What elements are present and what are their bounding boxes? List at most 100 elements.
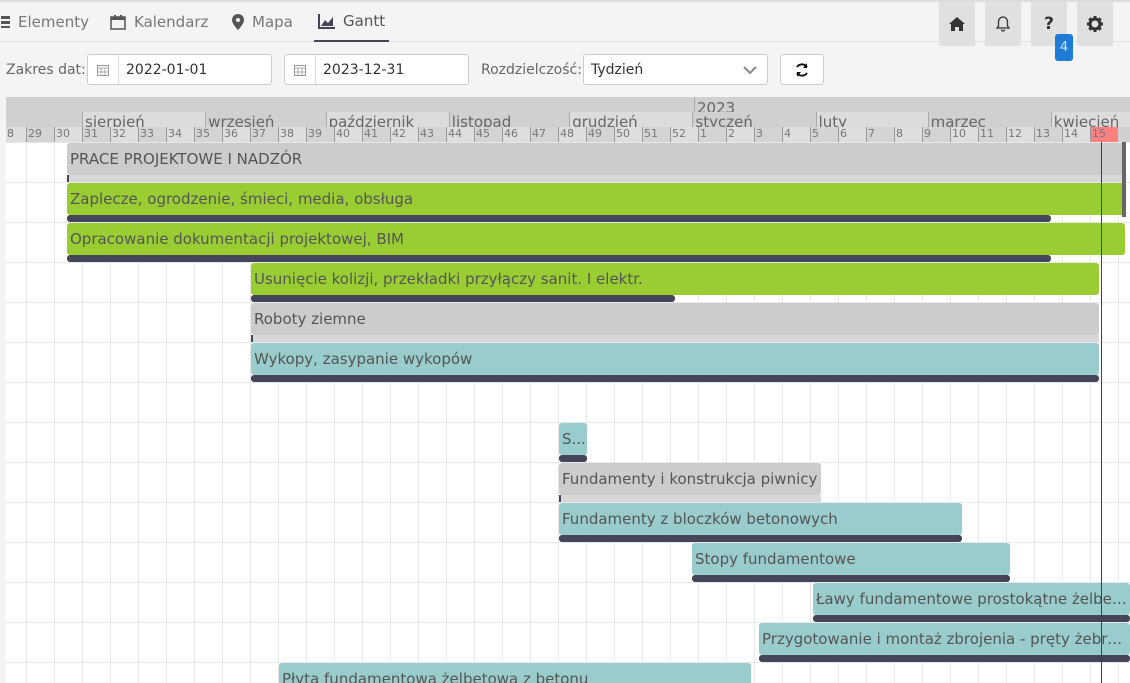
calendar-icon — [97, 64, 109, 76]
task-progress-bar — [67, 175, 69, 182]
week-label: 36 — [222, 127, 250, 142]
week-label: 3 — [754, 127, 782, 142]
week-label: 45 — [474, 127, 502, 142]
week-label: 42 — [390, 127, 418, 142]
week-label: 9 — [922, 127, 950, 142]
week-label: 31 — [82, 127, 110, 142]
top-border — [0, 0, 1130, 2]
week-label: 38 — [278, 127, 306, 142]
calendar-icon — [110, 14, 126, 30]
task-bar[interactable]: PRACE PROJEKTOWE I NADZÓR — [67, 143, 1125, 175]
notifications-button[interactable] — [985, 2, 1021, 46]
gantt-chart: 2023 sierpień wrzesień październik listopad g… — [6, 97, 1130, 683]
month-label: sierpień — [82, 112, 206, 127]
week-label: 7 — [866, 127, 894, 142]
task-bar[interactable]: Fundamenty z bloczków betonowych — [559, 503, 962, 535]
week-label: 32 — [110, 127, 138, 142]
task-progress-track — [561, 495, 821, 502]
month-label: luty — [815, 112, 928, 127]
tab-kalendarz[interactable]: Kalendarz — [110, 2, 208, 42]
gear-icon — [1087, 16, 1103, 32]
task-bar[interactable]: S... — [559, 423, 587, 455]
task-bar[interactable]: Fundamenty i konstrukcja piwnicy — [559, 463, 821, 495]
week-label: 29 — [26, 127, 54, 142]
today-line — [1101, 142, 1102, 683]
task-bar[interactable]: Stopy fundamentowe — [692, 543, 1010, 575]
resolution-select[interactable]: Tydzień — [583, 54, 768, 85]
task-progress-bar — [559, 495, 561, 502]
chart-icon — [318, 13, 335, 29]
map-marker-icon — [232, 14, 244, 30]
calendar-icon — [294, 64, 306, 76]
task-bar[interactable]: Roboty ziemne — [251, 303, 1099, 335]
month-label: wrzesień — [205, 112, 326, 127]
week-label: 47 — [530, 127, 558, 142]
week-label: 35 — [194, 127, 222, 142]
bell-icon — [996, 16, 1010, 32]
task-progress-bar — [559, 535, 962, 542]
week-label: 4 — [782, 127, 810, 142]
week-label: 48 — [558, 127, 586, 142]
resolution-value: Tydzień — [591, 61, 644, 78]
task-bar[interactable]: Ławy fundamentowe prostokątne żelbetowe — [813, 583, 1130, 615]
task-bar[interactable]: Opracowanie dokumentacji projektowej, BI… — [67, 223, 1125, 255]
task-progress-bar — [559, 455, 587, 462]
month-label: grudzień — [569, 112, 693, 127]
date-range-label: Zakres dat: — [6, 62, 86, 78]
refresh-button[interactable] — [780, 54, 824, 85]
task-bar[interactable]: Przygotowanie i montaż zbrojenia - pręty… — [759, 623, 1130, 655]
week-label: 1 — [698, 127, 726, 142]
home-button[interactable] — [939, 2, 975, 46]
week-label: 44 — [446, 127, 474, 142]
week-label: 6 — [838, 127, 866, 142]
month-label: kwiecień — [1050, 112, 1130, 127]
date-from-input[interactable]: 2022-01-01 — [87, 54, 272, 85]
task-progress-bar — [759, 655, 1130, 662]
week-label: 43 — [418, 127, 446, 142]
task-progress-bar — [251, 335, 253, 342]
scrollbar[interactable] — [1122, 142, 1126, 217]
task-progress-track — [69, 175, 1125, 182]
tab-gantt[interactable]: Gantt — [314, 2, 390, 42]
week-label: 52 — [670, 127, 698, 142]
week-label: 39 — [306, 127, 334, 142]
task-progress-bar — [67, 255, 1051, 262]
week-label: 30 — [54, 127, 82, 142]
week-label: 50 — [614, 127, 642, 142]
task-progress-bar — [251, 375, 1099, 382]
week-label: 51 — [642, 127, 670, 142]
task-progress-bar — [813, 615, 1130, 622]
tab-label: Mapa — [252, 13, 293, 31]
task-progress-bar — [251, 295, 675, 302]
help-icon: ? — [1044, 14, 1054, 34]
task-bar[interactable]: Wykopy, zasypanie wykopów — [251, 343, 1099, 375]
timeline-header: 2023 sierpień wrzesień październik listopad g… — [6, 97, 1130, 142]
week-label: 46 — [502, 127, 530, 142]
task-progress-bar — [67, 215, 1051, 222]
week-label: 2 — [726, 127, 754, 142]
settings-button[interactable] — [1077, 2, 1113, 46]
resolution-label: Rozdzielczość: — [481, 62, 582, 78]
refresh-icon — [796, 62, 808, 77]
tab-mapa[interactable]: Mapa — [232, 2, 293, 42]
tab-label: Kalendarz — [134, 13, 209, 31]
date-to-value: 2023-12-31 — [323, 61, 405, 78]
week-label: 34 — [166, 127, 194, 142]
chevron-down-icon — [743, 66, 757, 75]
view-tabs: Elementy Kalendarz Mapa Gantt — [0, 2, 1130, 42]
tab-label: Gantt — [343, 12, 386, 30]
week-label: 40 — [334, 127, 362, 142]
task-bar[interactable]: Zaplecze, ogrodzenie, śmieci, media, obs… — [67, 183, 1125, 215]
month-label: styczeń — [692, 112, 816, 127]
task-bar[interactable]: Usunięcie kolizji, przekładki przyłączy … — [251, 263, 1099, 295]
date-from-value: 2022-01-01 — [126, 61, 208, 78]
date-to-input[interactable]: 2023-12-31 — [284, 54, 469, 85]
list-icon — [1, 16, 10, 28]
home-icon — [949, 17, 965, 31]
help-badge: 4 — [1055, 34, 1073, 61]
month-label: listopad — [448, 112, 570, 127]
tab-label: Elementy — [18, 13, 89, 31]
tab-elementy[interactable]: Elementy — [0, 2, 89, 42]
month-label: październik — [325, 112, 449, 127]
task-bar[interactable]: Płyta fundamentowa żelbetowa z betonu — [279, 663, 751, 683]
